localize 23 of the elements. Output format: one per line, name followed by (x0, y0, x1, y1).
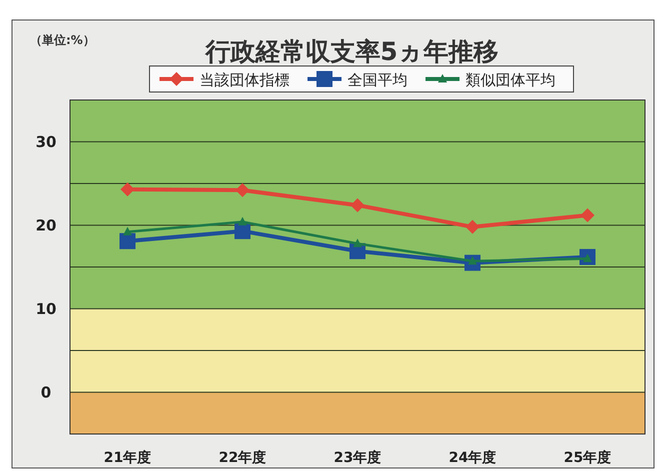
legend-label: 類似団体平均 (466, 71, 556, 89)
y-tick-label: 0 (40, 383, 52, 402)
y-tick-label: 10 (36, 300, 56, 318)
y-tick-label: 20 (36, 216, 56, 234)
chart-title: 行政経常収支率5ヵ年推移 (204, 37, 499, 66)
point (350, 198, 364, 212)
legend-label: 当該団体指標 (200, 71, 290, 89)
x-tick-label: 21年度 (104, 449, 152, 466)
x-tick-label: 23年度 (334, 449, 382, 466)
point (120, 233, 136, 250)
point (238, 216, 247, 226)
x-tick-label: 25年度 (564, 449, 612, 466)
y-tick-label: 30 (36, 132, 56, 151)
point (580, 208, 594, 222)
point (120, 182, 134, 196)
point (466, 220, 480, 234)
x-tick-label: 22年度 (218, 449, 266, 466)
point (123, 226, 132, 236)
legend-label: 全国平均 (348, 71, 408, 89)
point (236, 183, 250, 198)
text: （単位:%） (30, 33, 95, 47)
point (353, 238, 362, 248)
x-tick-label: 24年度 (448, 449, 496, 466)
